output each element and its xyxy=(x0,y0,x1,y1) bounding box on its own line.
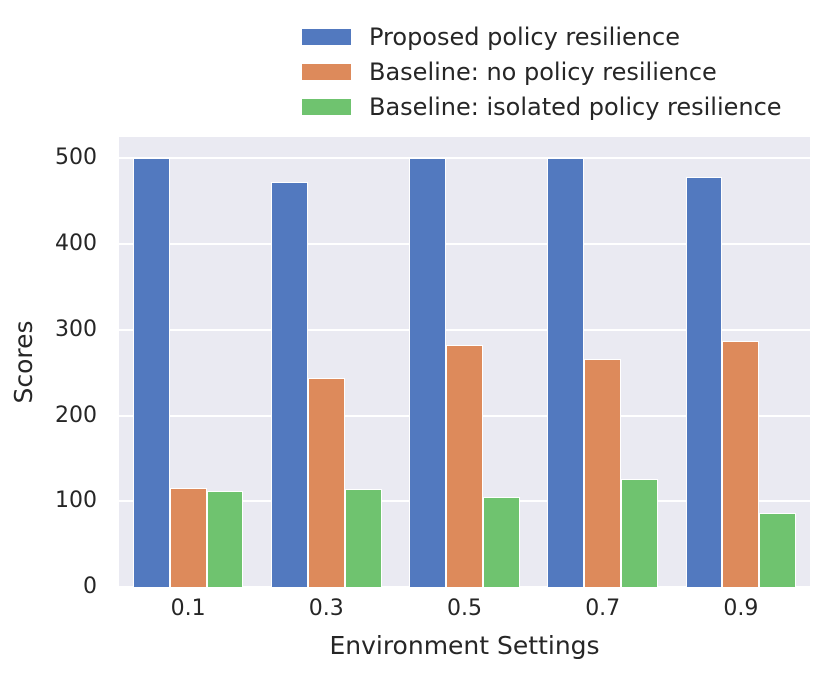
bar-0.3-series-1 xyxy=(307,377,345,587)
bar-0.7-series-0 xyxy=(547,158,585,587)
bar-0.3-series-2 xyxy=(344,489,382,587)
bar-0.9-series-2 xyxy=(759,513,797,587)
x-tick-label: 0.7 xyxy=(585,596,621,621)
y-tick-label: 100 xyxy=(55,488,97,514)
legend-item: Baseline: no policy resilience xyxy=(302,54,782,89)
legend-label: Baseline: no policy resilience xyxy=(369,57,717,86)
legend: Proposed policy resilience Baseline: no p… xyxy=(302,19,782,124)
bar-0.5-series-0 xyxy=(409,158,447,587)
y-tick-label: 500 xyxy=(55,145,97,171)
bar-0.1-series-1 xyxy=(169,487,207,587)
x-tick-label: 0.1 xyxy=(170,596,206,621)
legend-swatch xyxy=(302,98,351,115)
y-tick-label: 400 xyxy=(55,231,97,257)
legend-item: Proposed policy resilience xyxy=(302,19,782,54)
y-tick-label: 200 xyxy=(55,402,97,428)
legend-item: Baseline: isolated policy resilience xyxy=(302,89,782,124)
x-tick-label: 0.9 xyxy=(723,596,759,621)
legend-swatch xyxy=(302,28,351,45)
x-tick-label: 0.5 xyxy=(447,596,482,621)
legend-swatch xyxy=(302,63,351,80)
bar-0.9-series-1 xyxy=(722,341,760,587)
bar-0.7-series-2 xyxy=(621,479,658,587)
x-tick-label: 0.3 xyxy=(308,596,344,621)
bar-0.7-series-1 xyxy=(584,359,622,587)
bar-0.1-series-2 xyxy=(206,491,244,587)
bar-0.9-series-0 xyxy=(685,177,723,587)
y-tick-label: 300 xyxy=(55,316,97,342)
bar-0.5-series-1 xyxy=(446,345,483,587)
gridline xyxy=(119,157,810,160)
legend-label: Baseline: isolated policy resilience xyxy=(369,92,782,121)
gridline xyxy=(119,328,810,331)
plot-area xyxy=(119,137,810,587)
gridline xyxy=(119,243,810,246)
bar-0.1-series-0 xyxy=(132,158,170,587)
bar-0.5-series-2 xyxy=(482,497,520,587)
y-tick-label: 0 xyxy=(83,574,97,599)
legend-label: Proposed policy resilience xyxy=(369,22,680,51)
bar-0.3-series-0 xyxy=(271,182,308,587)
x-axis-label: Environment Settings xyxy=(329,631,600,660)
